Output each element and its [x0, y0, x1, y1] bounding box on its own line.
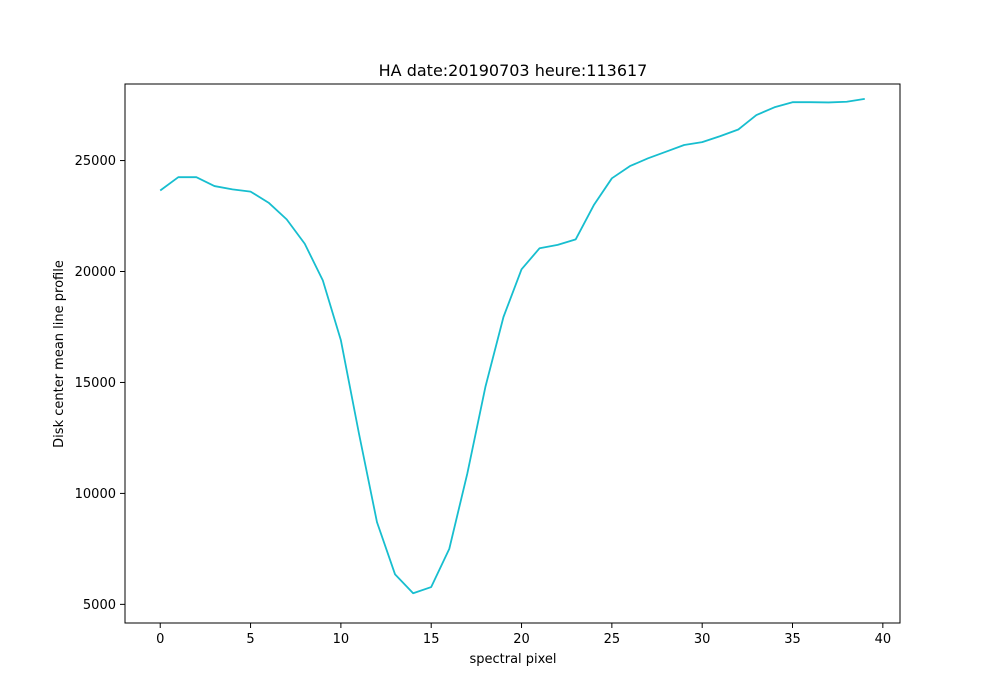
y-tick-label: 10000	[75, 487, 116, 502]
x-axis-label: spectral pixel	[469, 652, 556, 667]
y-axis-label: Disk center mean line profile	[52, 260, 67, 448]
y-tick-label: 20000	[75, 265, 116, 280]
x-tick-label: 15	[423, 632, 440, 647]
x-axis: 0 5 10 15 20 25 30 35 40	[156, 623, 891, 647]
x-tick-label: 20	[513, 632, 530, 647]
series-line-0	[159, 97, 865, 595]
plot-area	[159, 97, 865, 595]
x-tick-label: 0	[156, 632, 164, 647]
y-tick-label: 15000	[75, 376, 116, 391]
y-axis: 5000 10000 15000 20000 25000	[75, 154, 125, 613]
x-tick-label: 10	[333, 632, 350, 647]
y-tick-label: 5000	[83, 598, 116, 613]
y-tick-label: 25000	[75, 154, 116, 169]
x-tick-label: 40	[875, 632, 892, 647]
plot-frame	[124, 83, 901, 624]
x-tick-label: 25	[604, 632, 621, 647]
x-tick-label: 5	[246, 632, 254, 647]
chart-title: HA date:20190703 heure:113617	[379, 61, 648, 80]
x-tick-label: 30	[694, 632, 711, 647]
x-tick-label: 35	[784, 632, 801, 647]
